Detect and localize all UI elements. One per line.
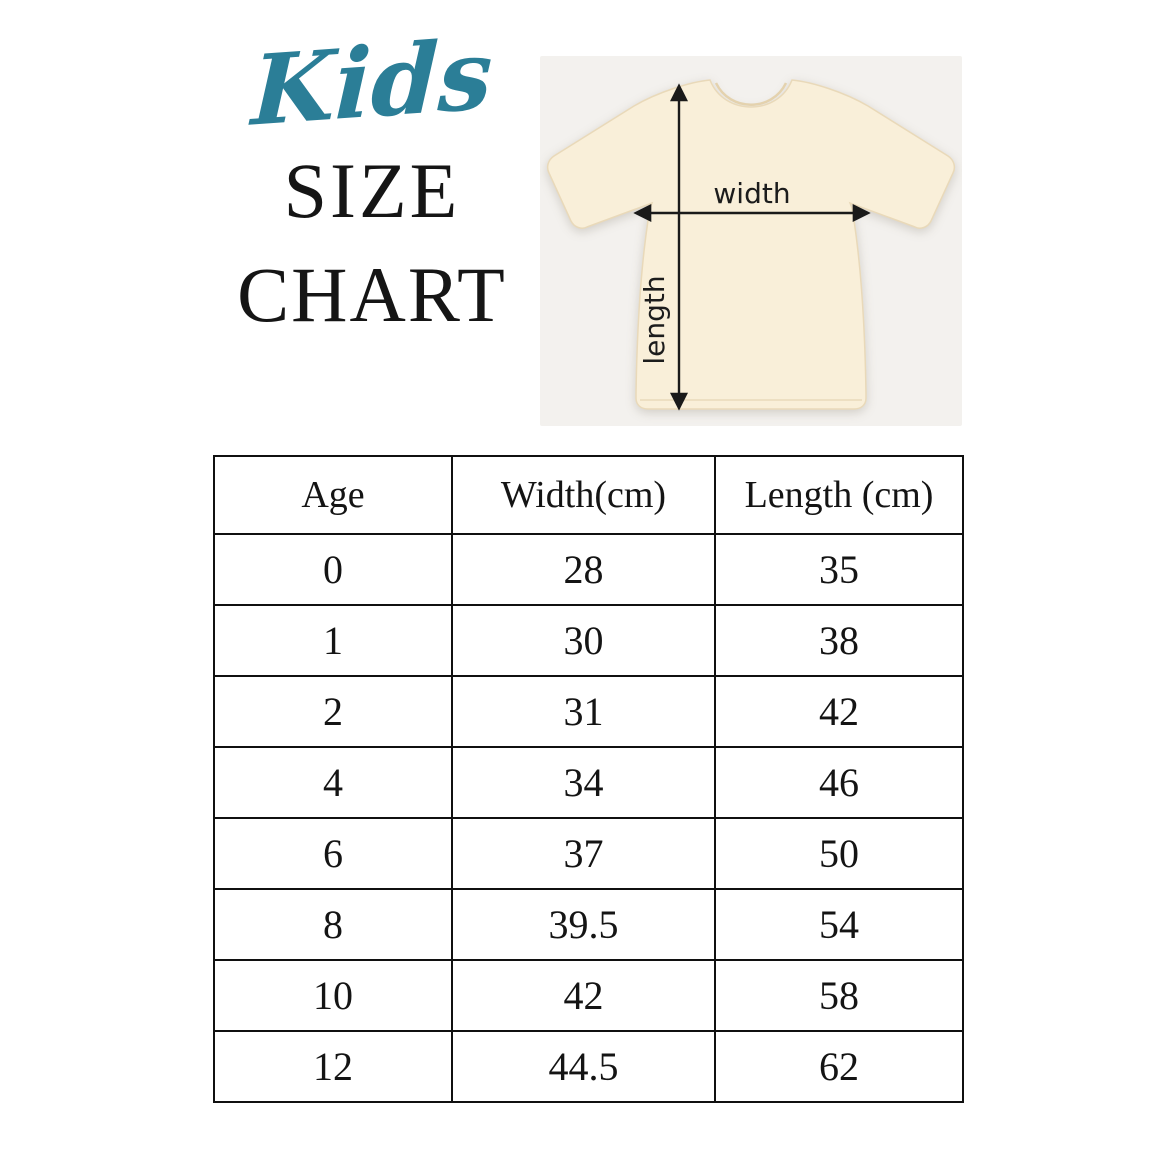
table-row: 12 44.5 62 xyxy=(213,1030,964,1103)
table-cell: 38 xyxy=(714,604,964,677)
table-cell: 12 xyxy=(213,1030,453,1103)
table-cell: 30 xyxy=(451,604,716,677)
size-table-body: 0 28 35 1 30 38 2 31 42 4 34 46 6 37 50 8 39.5 54 10 42 58 12… xyxy=(213,533,964,1103)
table-cell: 58 xyxy=(714,959,964,1032)
table-cell: 50 xyxy=(714,817,964,890)
table-cell: 46 xyxy=(714,746,964,819)
column-header: Length (cm) xyxy=(714,455,964,535)
title-chart: CHART xyxy=(237,251,507,339)
table-row: 8 39.5 54 xyxy=(213,888,964,961)
table-cell: 0 xyxy=(213,533,453,606)
table-cell: 42 xyxy=(451,959,716,1032)
title-script-kids: Kids xyxy=(249,17,495,148)
table-cell: 10 xyxy=(213,959,453,1032)
table-cell: 31 xyxy=(451,675,716,748)
title-size: SIZE xyxy=(283,147,461,235)
tshirt-graphic: width length xyxy=(540,56,962,426)
table-row: 2 31 42 xyxy=(213,675,964,748)
table-cell: 34 xyxy=(451,746,716,819)
table-cell: 6 xyxy=(213,817,453,890)
size-table: Age Width(cm) Length (cm) 0 28 35 1 30 38 2 31 42 4… xyxy=(213,455,964,1103)
table-cell: 54 xyxy=(714,888,964,961)
table-cell: 42 xyxy=(714,675,964,748)
table-cell: 28 xyxy=(451,533,716,606)
table-cell: 1 xyxy=(213,604,453,677)
table-cell: 35 xyxy=(714,533,964,606)
table-cell: 2 xyxy=(213,675,453,748)
tshirt-shape xyxy=(546,79,956,410)
column-header: Age xyxy=(213,455,453,535)
table-row: 0 28 35 xyxy=(213,533,964,606)
table-cell: 39.5 xyxy=(451,888,716,961)
length-label: length xyxy=(638,275,671,364)
collar-band xyxy=(714,82,788,106)
column-header: Width(cm) xyxy=(451,455,716,535)
table-row: 1 30 38 xyxy=(213,604,964,677)
table-cell: 4 xyxy=(213,746,453,819)
table-row: 10 42 58 xyxy=(213,959,964,1032)
table-row: 4 34 46 xyxy=(213,746,964,819)
table-header-row: Age Width(cm) Length (cm) xyxy=(213,455,964,535)
table-cell: 8 xyxy=(213,888,453,961)
table-row: 6 37 50 xyxy=(213,817,964,890)
width-label: width xyxy=(713,177,790,210)
table-cell: 44.5 xyxy=(451,1030,716,1103)
table-cell: 62 xyxy=(714,1030,964,1103)
table-cell: 37 xyxy=(451,817,716,890)
title-block: Kids SIZE CHART xyxy=(222,17,522,339)
tshirt-measurement-figure: width length xyxy=(540,56,962,426)
